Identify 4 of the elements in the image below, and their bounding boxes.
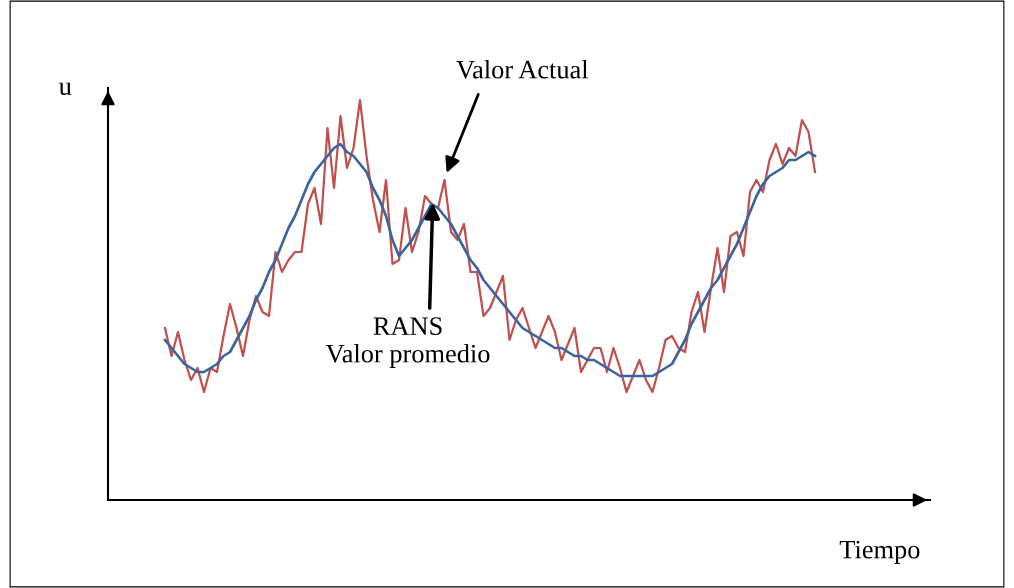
y-axis-title: u (59, 82, 72, 95)
x-axis-title: Tiempo (839, 540, 920, 564)
annotation: RANS Valor promedio (325, 317, 490, 368)
text: Valor Actual (456, 59, 589, 79)
